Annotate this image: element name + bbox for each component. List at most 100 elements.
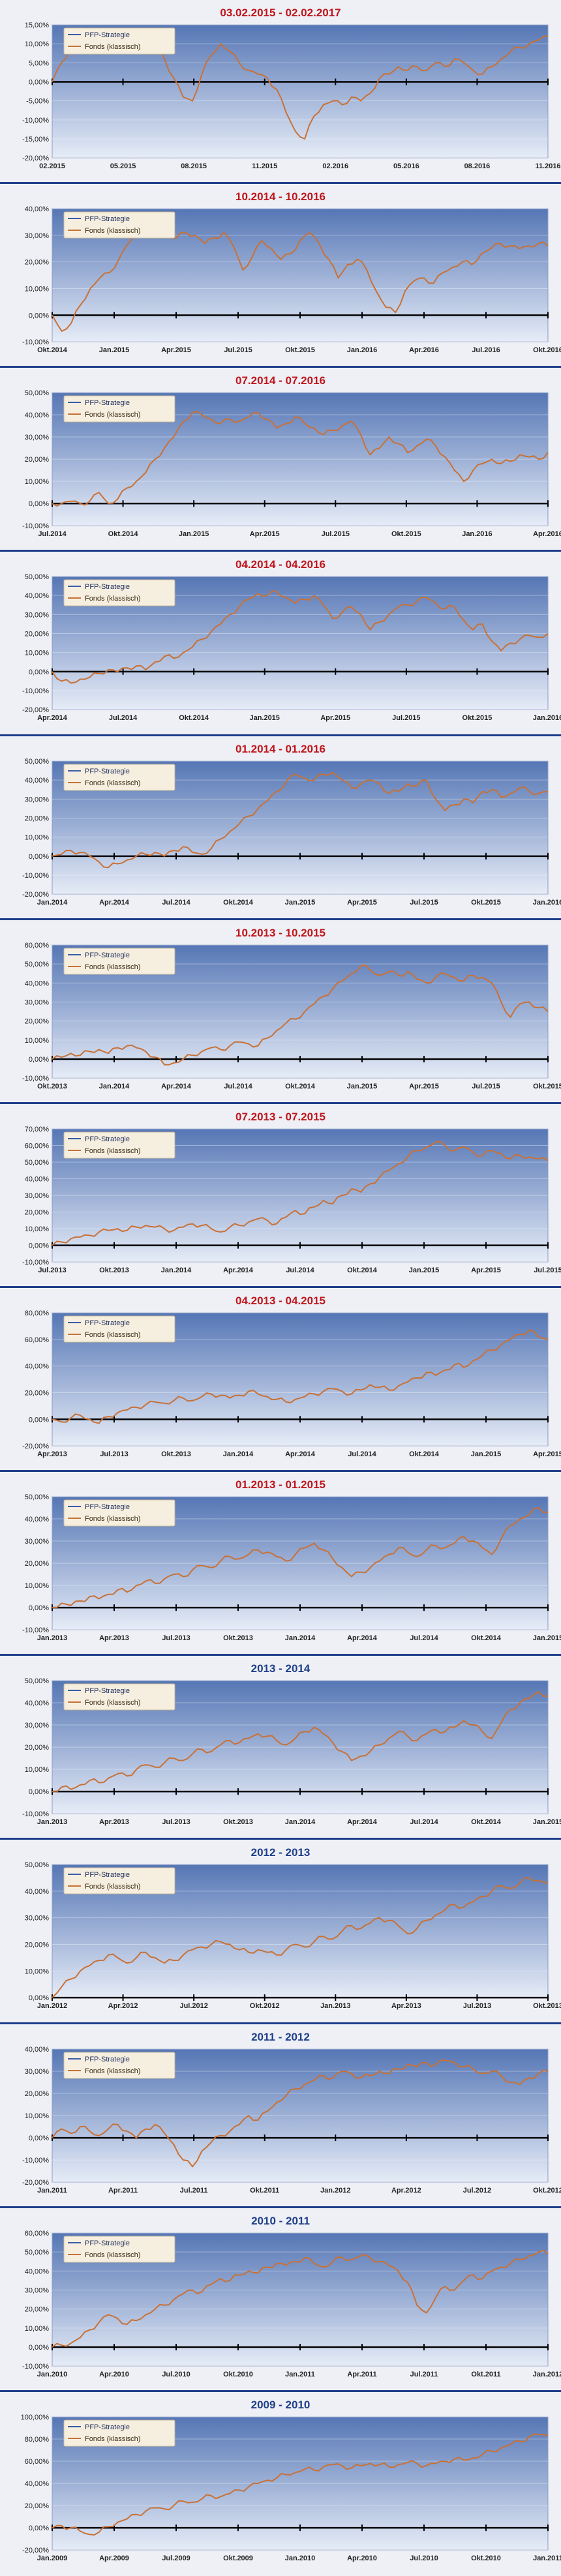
x-tick-label: Jul.2014 [286, 1266, 314, 1274]
y-tick-label: 20,00% [25, 1017, 49, 1025]
legend-label-fonds: Fonds (klassisch) [85, 1699, 140, 1707]
legend: PFP-Strategie Fonds (klassisch) [63, 2236, 175, 2263]
y-tick-label: 10,00% [25, 286, 49, 293]
y-tick-label: 30,00% [25, 2286, 49, 2294]
x-tick-label: Jan.2015 [409, 1266, 439, 1274]
series-line-fonds [52, 771, 549, 868]
chart-title: 2013 - 2014 [250, 1662, 311, 1675]
legend: PFP-Strategie Fonds (klassisch) [63, 948, 175, 975]
line-chart: 60,00% 50,00% 40,00% 30,00% 20,00% 10,00% 0,00… [22, 942, 561, 1090]
y-tick-label: 10,00% [25, 1582, 49, 1590]
x-tick-label: Okt.2013 [37, 1083, 67, 1090]
legend-label-pfp: PFP-Strategie [85, 215, 130, 223]
chart-divider [0, 1838, 561, 1840]
legend-label-pfp: PFP-Strategie [85, 1687, 130, 1695]
y-tick-label: 30,00% [25, 2068, 49, 2076]
x-tick-label: Jan.2012 [37, 2003, 67, 2011]
y-tick-label: 50,00% [25, 1494, 49, 1501]
chart-panel: 2011 - 2012 40,00% 30,00% 20,00% 10,00% 0,00%… [0, 2024, 561, 2208]
x-tick-label: Jul.2013 [162, 1818, 190, 1826]
y-tick-label: -15,00% [22, 136, 49, 143]
y-tick-label: -20,00% [22, 2179, 49, 2187]
x-tick-label: Apr.2015 [161, 346, 191, 354]
y-tick-label: 80,00% [25, 1310, 49, 1317]
x-tick-label: Jan.2016 [533, 715, 561, 723]
x-tick-label: Apr.2012 [108, 2003, 138, 2011]
y-tick-label: 60,00% [25, 2458, 49, 2466]
chart-panel: 04.2013 - 04.2015 80,00% 60,00% 40,00% 20,00… [0, 1288, 561, 1473]
legend: PFP-Strategie Fonds (klassisch) [63, 395, 175, 423]
y-tick-label: 50,00% [25, 1159, 49, 1167]
y-tick-label: 0,00% [29, 2524, 49, 2532]
chart-divider [0, 2389, 561, 2392]
y-tick-label: 10,00% [25, 2112, 49, 2120]
x-tick-label: Jan.2012 [320, 2187, 350, 2194]
series-line-fonds [52, 1877, 549, 1999]
legend-label-fonds: Fonds (klassisch) [85, 2435, 140, 2443]
chart-divider [0, 2022, 561, 2024]
y-tick-label: 20,00% [25, 1389, 49, 1397]
y-tick-label: 0,00% [29, 1995, 49, 2003]
legend-label-pfp: PFP-Strategie [85, 951, 130, 959]
x-tick-label: Jul.2015 [224, 346, 252, 354]
y-tick-label: 40,00% [25, 1888, 49, 1896]
x-tick-label: Apr.2011 [108, 2187, 138, 2194]
x-tick-label: Okt.2014 [409, 1450, 440, 1458]
x-tick-label: Jul.2015 [322, 530, 350, 538]
chart-panel: 10.2013 - 10.2015 60,00% 50,00% 40,00% 30,00… [0, 920, 561, 1104]
chart-title: 07.2013 - 07.2015 [235, 1110, 326, 1123]
x-tick-label: Apr.2014 [99, 899, 130, 906]
line-chart: 40,00%30,00%20,00%10,00%0,00%-10,00%Okt.… [22, 206, 561, 354]
legend-box [63, 2236, 175, 2263]
y-tick-label: 20,00% [25, 1560, 49, 1568]
y-tick-label: 20,00% [25, 1744, 49, 1752]
legend-box [63, 764, 175, 791]
y-tick-label: 30,00% [25, 1192, 49, 1200]
y-tick-label: 50,00% [25, 574, 49, 581]
y-tick-label: 0,00% [29, 2134, 49, 2142]
x-tick-label: Jan.2014 [37, 899, 68, 906]
x-tick-label: 11.2015 [252, 162, 277, 170]
x-tick-label: Jan.2009 [37, 2554, 67, 2562]
legend-label-fonds: Fonds (klassisch) [85, 1331, 140, 1339]
x-tick-label: Jul.2014 [38, 530, 67, 538]
legend-label-fonds: Fonds (klassisch) [85, 1147, 140, 1155]
y-tick-label: 10,00% [25, 478, 49, 486]
y-tick-label: 20,00% [25, 1941, 49, 1949]
x-tick-label: Okt.2013 [533, 2003, 561, 2011]
y-tick-label: 30,00% [25, 1538, 49, 1546]
x-tick-label: Apr.2010 [347, 2554, 377, 2562]
legend: PFP-Strategie Fonds (klassisch) [63, 579, 175, 607]
y-tick-label: 5,00% [29, 59, 49, 67]
legend-box [63, 948, 175, 975]
y-tick-label: 10,00% [25, 650, 49, 657]
legend-label-pfp: PFP-Strategie [85, 1319, 130, 1327]
x-tick-label: Apr.2012 [391, 2187, 421, 2194]
y-tick-label: 60,00% [25, 1336, 49, 1344]
y-tick-label: 30,00% [25, 434, 49, 442]
y-tick-label: 10,00% [25, 1037, 49, 1045]
chart-title: 2010 - 2011 [251, 2214, 310, 2227]
chart-title: 07.2014 - 07.2016 [235, 374, 326, 387]
chart-panel: 07.2013 - 07.2015 70,00% 60,00% 50,00% 40,00… [0, 1104, 561, 1288]
x-tick-label: 02.2016 [322, 162, 348, 170]
line-chart: 50,00% 40,00% 30,00% 20,00% 10,00% 0,00% -10,0… [22, 390, 561, 538]
y-tick-label: 40,00% [25, 412, 49, 419]
x-tick-label: Apr.2016 [533, 530, 561, 538]
legend: PFP-Strategie Fonds (klassisch) [63, 1315, 175, 1343]
x-tick-label: Okt.2012 [533, 2187, 561, 2194]
legend: PFP-Strategie Fonds (klassisch) [63, 1499, 175, 1527]
y-tick-label: 15,00% [25, 22, 49, 29]
x-tick-label: Apr.2011 [347, 2371, 376, 2378]
y-tick-label: 50,00% [25, 1678, 49, 1685]
x-tick-label: 05.2016 [393, 162, 419, 170]
legend-box [63, 1867, 175, 1895]
chart-title: 04.2013 - 04.2015 [235, 1295, 326, 1307]
x-tick-label: Apr.2014 [285, 1450, 316, 1458]
legend-box [63, 1131, 175, 1159]
x-tick-label: Okt.2014 [347, 1266, 378, 1274]
y-tick-label: -20,00% [22, 155, 49, 162]
x-tick-label: Jan.2013 [320, 2003, 350, 2011]
line-chart: 50,00% 40,00% 30,00% 20,00% 10,00% 0,00% -10,0… [22, 1494, 561, 1642]
y-tick-label: 10,00% [25, 1225, 49, 1233]
